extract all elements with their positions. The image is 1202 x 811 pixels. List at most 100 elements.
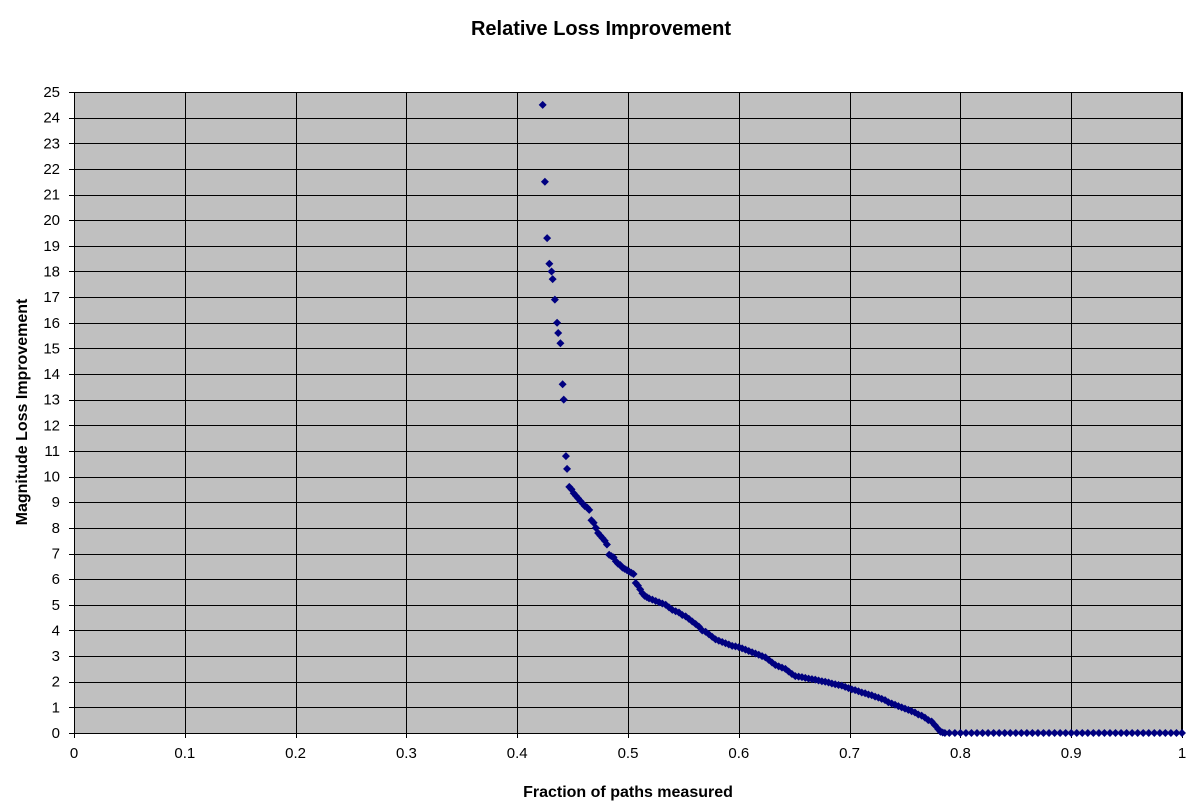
data-point xyxy=(1155,729,1164,737)
data-point xyxy=(967,729,976,737)
data-point xyxy=(1105,729,1114,737)
data-point xyxy=(602,540,611,549)
y-tick-label: 2 xyxy=(52,674,60,691)
data-point xyxy=(945,729,954,737)
data-point xyxy=(1078,729,1087,737)
data-point xyxy=(540,177,549,186)
x-tick-label: 0.4 xyxy=(507,745,528,762)
y-tick-label: 6 xyxy=(52,571,60,588)
y-tick-label: 18 xyxy=(43,263,60,280)
y-tick-label: 24 xyxy=(43,110,60,127)
data-point xyxy=(556,339,565,348)
data-point xyxy=(548,275,557,284)
y-tick-label: 0 xyxy=(52,725,60,742)
data-point xyxy=(984,729,993,737)
data-point xyxy=(1017,729,1026,737)
x-tick-label: 0.2 xyxy=(285,745,306,762)
y-tick-label: 3 xyxy=(52,648,60,665)
data-point xyxy=(1150,729,1159,737)
data-point xyxy=(1178,729,1186,737)
data-point xyxy=(989,729,998,737)
x-tick-label: 0 xyxy=(70,745,78,762)
data-point xyxy=(1022,729,1031,737)
y-tick-label: 13 xyxy=(43,392,60,409)
y-tick-label: 11 xyxy=(44,443,60,460)
y-tick-label: 16 xyxy=(43,315,60,332)
data-point xyxy=(538,100,547,109)
y-tick-label: 1 xyxy=(52,699,60,716)
data-point xyxy=(543,234,552,243)
y-tick-label: 12 xyxy=(43,417,60,434)
y-tick-label: 23 xyxy=(43,135,60,152)
data-point xyxy=(559,395,568,404)
data-point xyxy=(1072,729,1081,737)
y-tick-label: 19 xyxy=(43,238,60,255)
data-point xyxy=(1028,729,1037,737)
data-point xyxy=(1133,729,1142,737)
y-tick-label: 17 xyxy=(43,289,60,306)
data-point xyxy=(1117,729,1126,737)
data-point xyxy=(550,295,559,304)
data-point xyxy=(1083,729,1092,737)
data-point xyxy=(1144,729,1153,737)
data-point xyxy=(1000,729,1009,737)
tick-labels: 0 0.1 0.2 0.3 0.4 0.5 0.6 0.7 0.8 0.9 101234567891… xyxy=(43,84,1186,762)
data-point xyxy=(554,329,563,338)
data-point xyxy=(1089,729,1098,737)
x-tick-label: 0.6 xyxy=(728,745,749,762)
data-point xyxy=(629,570,638,579)
data-point xyxy=(1128,729,1137,737)
data-point xyxy=(1045,729,1054,737)
data-point xyxy=(950,729,959,737)
data-point xyxy=(1050,729,1059,737)
y-tick-label: 20 xyxy=(43,212,60,229)
data-point xyxy=(561,452,570,461)
y-tick-label: 5 xyxy=(52,597,60,614)
x-tick-label: 0.5 xyxy=(618,745,639,762)
data-point xyxy=(1172,729,1181,737)
y-tick-label: 7 xyxy=(52,546,60,563)
x-tick-label: 0.7 xyxy=(839,745,860,762)
data-point xyxy=(1122,729,1131,737)
data-point xyxy=(563,464,572,473)
y-tick-label: 8 xyxy=(52,520,60,537)
data-point xyxy=(1161,729,1170,737)
y-tick-label: 21 xyxy=(43,187,60,204)
data-point xyxy=(545,259,554,268)
data-point xyxy=(1061,729,1070,737)
data-point xyxy=(1100,729,1109,737)
x-tick-label: 0.3 xyxy=(396,745,417,762)
data-points xyxy=(538,100,1186,737)
data-point xyxy=(1067,729,1076,737)
data-point xyxy=(956,729,965,737)
y-tick-label: 22 xyxy=(43,161,60,178)
data-point xyxy=(940,729,949,737)
y-tick-label: 25 xyxy=(43,84,60,101)
x-tick-label: 0.8 xyxy=(950,745,971,762)
x-tick-label: 1 xyxy=(1178,745,1186,762)
data-point xyxy=(995,729,1004,737)
y-tick-label: 4 xyxy=(52,622,60,639)
data-point xyxy=(1056,729,1065,737)
y-tick-label: 15 xyxy=(43,340,60,357)
data-point xyxy=(978,729,987,737)
data-point xyxy=(961,729,970,737)
data-point xyxy=(1033,729,1042,737)
x-tick-label: 0.1 xyxy=(174,745,195,762)
data-point xyxy=(1011,729,1020,737)
data-point xyxy=(1039,729,1048,737)
data-point xyxy=(585,505,594,514)
x-axis-title: Fraction of paths measured xyxy=(523,784,733,801)
data-point xyxy=(558,380,567,389)
y-axis-title: Magnitude Loss Improvement xyxy=(14,298,31,525)
data-point xyxy=(973,729,982,737)
x-tick-label: 0.9 xyxy=(1061,745,1082,762)
y-tick-label: 14 xyxy=(43,366,60,383)
y-tick-label: 10 xyxy=(43,469,60,486)
data-point xyxy=(1139,729,1148,737)
data-point xyxy=(547,267,556,276)
data-point xyxy=(1006,729,1015,737)
data-point xyxy=(1166,729,1175,737)
y-tick-label: 9 xyxy=(52,494,60,511)
